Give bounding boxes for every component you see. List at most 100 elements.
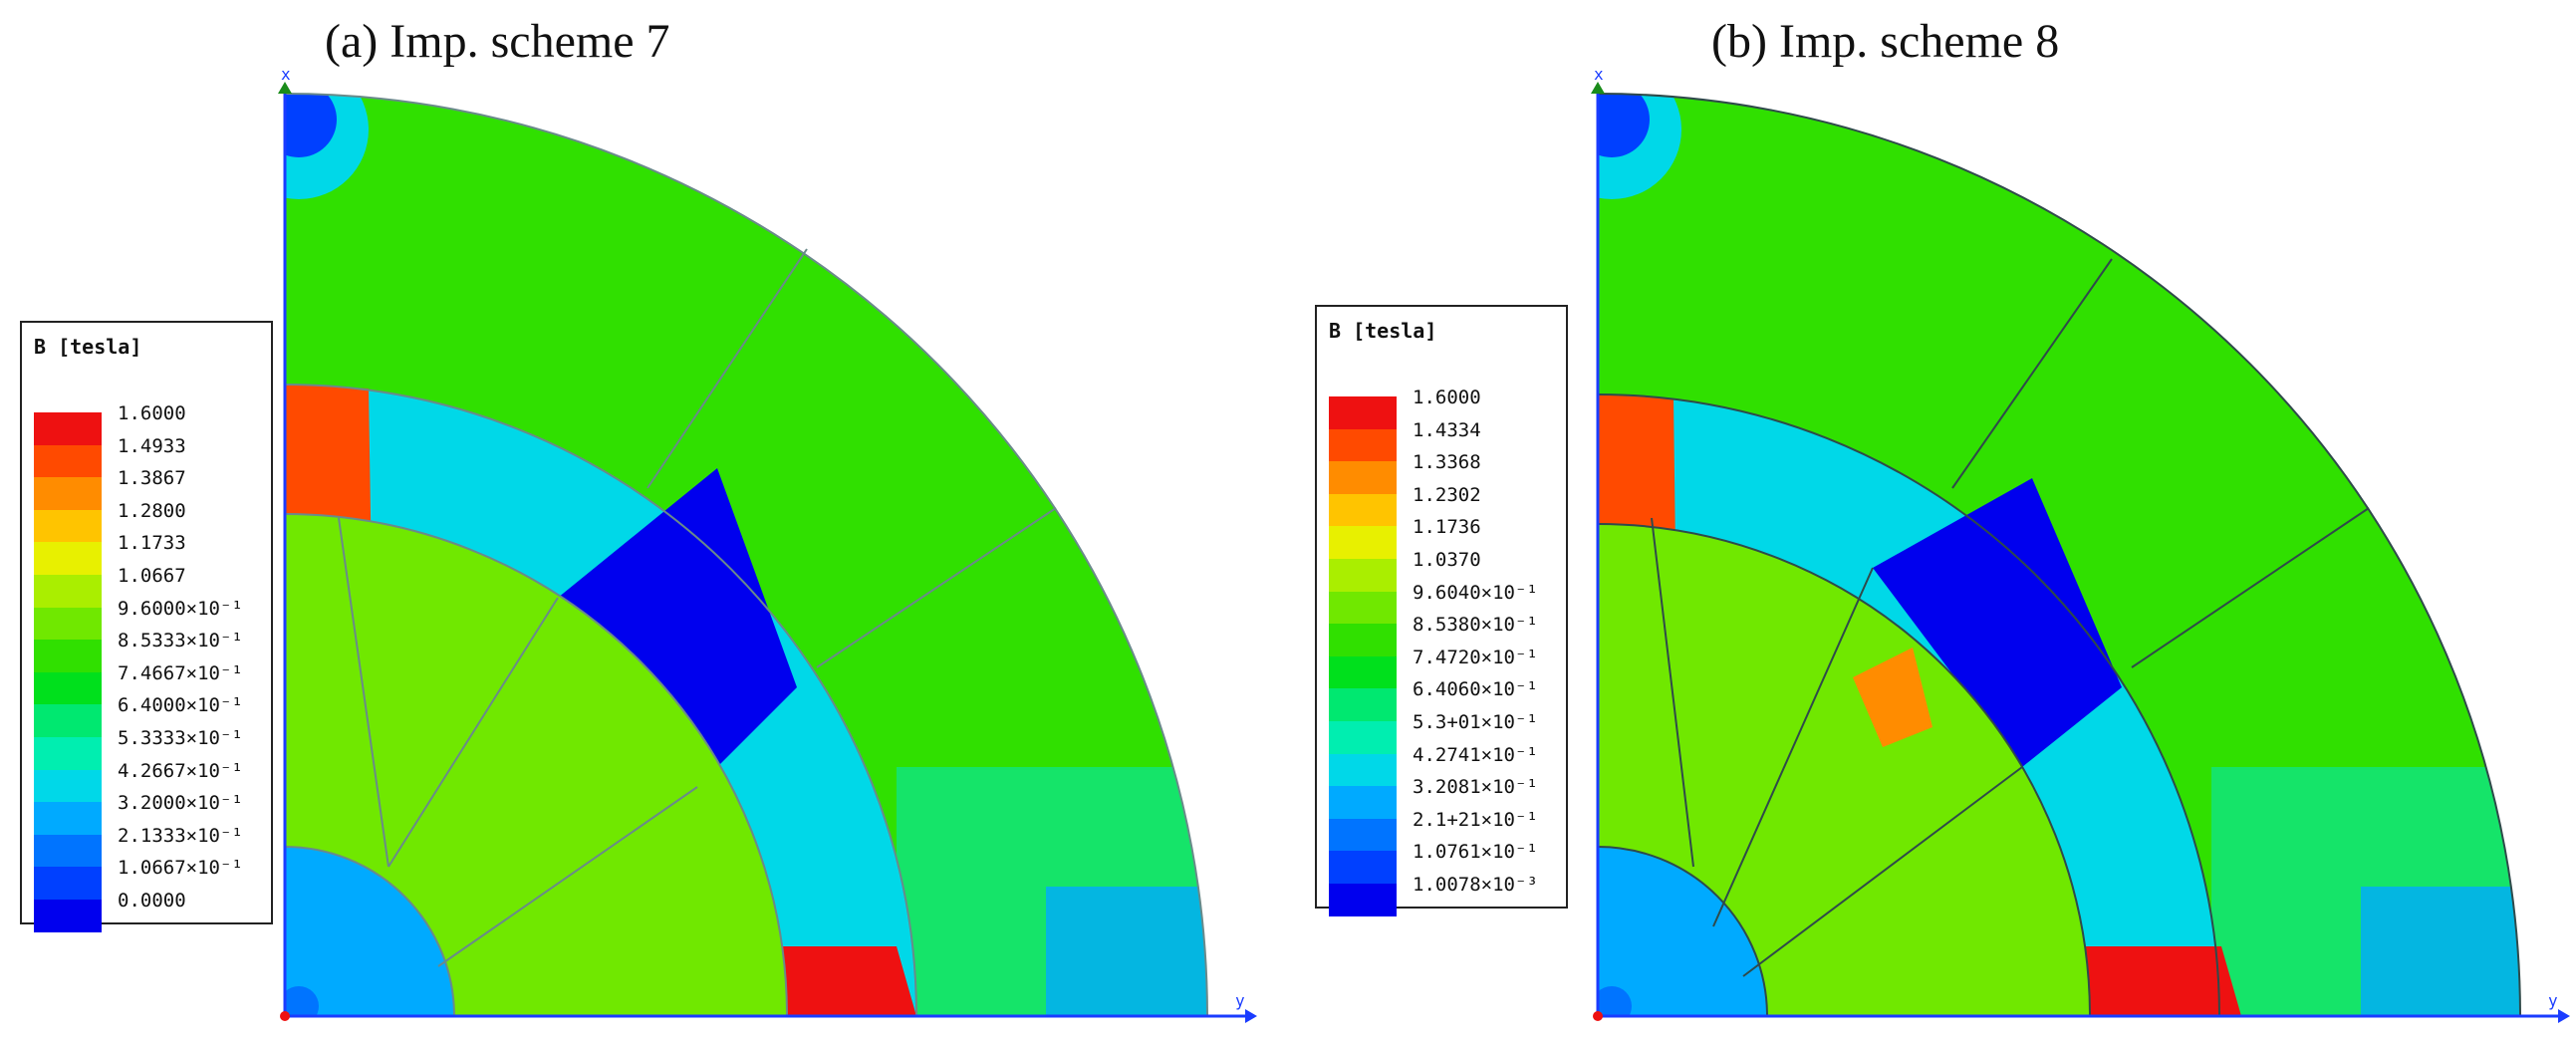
legend-swatch xyxy=(34,867,102,901)
y-axis-arrow xyxy=(1245,1009,1257,1023)
rotor-core-region xyxy=(285,847,454,1016)
outer-edge-band xyxy=(1046,887,1207,1016)
legend-label: 9.6000×10⁻¹ xyxy=(118,597,243,620)
x-axis-arrow xyxy=(278,82,292,94)
rotor-high-spot xyxy=(1853,648,1932,747)
legend-swatch xyxy=(1329,624,1397,657)
panel-b-field-plot: x y xyxy=(1591,70,2570,1023)
legend-label: 1.0667 xyxy=(118,565,186,587)
mesh-boundaries xyxy=(1597,93,2521,1017)
origin-marker xyxy=(280,1011,290,1021)
legend-swatch xyxy=(1329,786,1397,820)
panel-a-legend: B [tesla] 1.6000 1.4933 1.3867 1.2800 1.1733… xyxy=(20,321,273,932)
legend-row: 5.3333×10⁻¹ xyxy=(22,727,271,770)
legend-label: 1.4334 xyxy=(1413,418,1481,441)
legend-label: 1.0078×10⁻³ xyxy=(1413,874,1538,896)
legend-row: 1.4334 xyxy=(1317,419,1566,462)
panel-a-field-plot: x y xyxy=(278,70,1257,1023)
legend-label: 1.0761×10⁻¹ xyxy=(1413,841,1538,864)
legend-row: 6.4000×10⁻¹ xyxy=(22,694,271,738)
legend-swatch xyxy=(34,607,102,641)
rotor-region xyxy=(285,514,787,1016)
legend-label: 5.3333×10⁻¹ xyxy=(118,727,243,749)
rotor-core-region xyxy=(1598,847,1767,1016)
panel-a-title: (a) Imp. scheme 7 xyxy=(325,15,670,68)
legend-row: 4.2667×10⁻¹ xyxy=(22,760,271,803)
legend-label: 1.1733 xyxy=(118,532,186,555)
legend-row: 1.2800 xyxy=(22,500,271,543)
legend-row: 4.2741×10⁻¹ xyxy=(1317,744,1566,787)
top-low-core xyxy=(285,94,337,157)
legend-label: 8.5333×10⁻¹ xyxy=(118,630,243,652)
legend-swatch xyxy=(34,704,102,738)
origin-marker xyxy=(1593,1011,1603,1021)
legend-swatch xyxy=(34,769,102,803)
legend-label: 6.4060×10⁻¹ xyxy=(1413,678,1538,701)
legend-label: 6.4000×10⁻¹ xyxy=(118,694,243,717)
legend-title: B [tesla] xyxy=(1329,319,1437,343)
y-axis-label: y xyxy=(2548,991,2558,1010)
legend-row: 7.4720×10⁻¹ xyxy=(1317,647,1566,689)
legend-row: 1.3368 xyxy=(1317,451,1566,495)
legend-swatch xyxy=(1329,591,1397,625)
legend-row: 1.0078×10⁻³ xyxy=(1317,874,1566,916)
legend-row: 8.5380×10⁻¹ xyxy=(1317,614,1566,657)
legend-label: 9.6040×10⁻¹ xyxy=(1413,581,1538,604)
legend-row: 2.1333×10⁻¹ xyxy=(22,825,271,868)
legend-row: 8.5333×10⁻¹ xyxy=(22,630,271,673)
panel-b-title: (b) Imp. scheme 8 xyxy=(1711,15,2060,68)
legend-label: 1.3867 xyxy=(118,467,186,490)
legend-row: 3.2081×10⁻¹ xyxy=(1317,776,1566,820)
legend-swatch xyxy=(1329,396,1397,429)
mesh-boundaries xyxy=(284,93,1208,1017)
magnet-region xyxy=(1873,478,2122,767)
legend-label: 0.0000 xyxy=(118,890,186,912)
legend-row: 1.1736 xyxy=(1317,516,1566,560)
x-axis-arrow xyxy=(1591,82,1605,94)
legend-row: 1.0667 xyxy=(22,565,271,608)
shaft-marker xyxy=(1598,986,1632,1016)
legend-swatch xyxy=(34,444,102,478)
legend-swatch xyxy=(1329,753,1397,787)
rotor-region xyxy=(1598,524,2090,1016)
legend-row: 5.3+01×10⁻¹ xyxy=(1317,711,1566,754)
legend-row: 7.4667×10⁻¹ xyxy=(22,662,271,705)
legend-swatch xyxy=(34,834,102,868)
legend-swatch xyxy=(1329,493,1397,527)
legend-swatch xyxy=(34,900,102,932)
panel-b-legend: B [tesla] 1.6000 1.4334 1.3368 1.2302 1.1736… xyxy=(1315,305,1568,916)
legend-label: 4.2667×10⁻¹ xyxy=(118,759,243,782)
legend-swatch xyxy=(1329,884,1397,916)
legend-label: 2.1333×10⁻¹ xyxy=(118,824,243,847)
x-axis-label: x xyxy=(1594,70,1604,84)
legend-row: 1.6000 xyxy=(1317,387,1566,429)
legend-swatch xyxy=(34,575,102,608)
legend-swatch xyxy=(1329,428,1397,462)
legend-row: 1.6000 xyxy=(22,402,271,445)
legend-row: 1.4933 xyxy=(22,435,271,478)
legend-swatch xyxy=(1329,721,1397,754)
legend-label: 1.2800 xyxy=(118,499,186,522)
legend-row: 1.0370 xyxy=(1317,549,1566,592)
legend-swatch xyxy=(34,412,102,445)
magnet-region xyxy=(558,468,797,787)
legend-label: 2.1+21×10⁻¹ xyxy=(1413,808,1538,831)
legend-swatch xyxy=(34,542,102,576)
legend-swatch xyxy=(1329,526,1397,560)
legend-row: 1.0761×10⁻¹ xyxy=(1317,841,1566,885)
y-axis-arrow xyxy=(2558,1009,2570,1023)
legend-row: 0.0000 xyxy=(22,890,271,932)
legend-label: 8.5380×10⁻¹ xyxy=(1413,614,1538,637)
legend-swatch xyxy=(1329,818,1397,852)
legend-swatch xyxy=(34,802,102,836)
legend-label: 1.0667×10⁻¹ xyxy=(118,857,243,880)
legend-label: 1.2302 xyxy=(1413,483,1481,506)
legend-row: 3.2000×10⁻¹ xyxy=(22,792,271,836)
legend-label: 3.2081×10⁻¹ xyxy=(1413,776,1538,799)
legend-label: 1.4933 xyxy=(118,434,186,457)
legend-title: B [tesla] xyxy=(34,335,142,359)
legend-label: 1.6000 xyxy=(1413,387,1481,408)
y-axis-label: y xyxy=(1235,991,1245,1010)
legend-label: 7.4720×10⁻¹ xyxy=(1413,646,1538,668)
legend-label: 1.3368 xyxy=(1413,451,1481,474)
